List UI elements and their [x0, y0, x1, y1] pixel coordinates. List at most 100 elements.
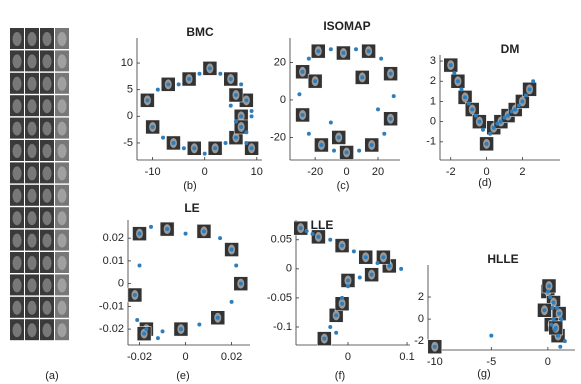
face-shape — [42, 211, 52, 226]
point — [463, 95, 468, 100]
point — [171, 140, 176, 145]
point — [223, 140, 228, 145]
face-shape — [57, 166, 67, 181]
panel-label: (e) — [176, 370, 189, 382]
face-shape — [12, 256, 22, 270]
panel-label: (a) — [45, 370, 58, 382]
point — [360, 75, 365, 80]
point — [239, 124, 244, 129]
point — [351, 249, 356, 254]
point — [213, 146, 218, 151]
y-tick-label: 0 — [430, 116, 436, 128]
y-tick-label: 20 — [274, 56, 286, 68]
point — [228, 103, 233, 108]
x-tick-label: 0 — [484, 166, 490, 178]
point — [558, 344, 563, 349]
point — [142, 331, 147, 336]
face-shape — [42, 300, 52, 315]
point — [459, 87, 464, 92]
y-tick-label: -0.1 — [273, 321, 292, 333]
chart-title: HLLE — [487, 252, 518, 266]
face-shape — [12, 278, 22, 293]
point — [165, 227, 170, 232]
point — [399, 266, 404, 271]
point — [244, 130, 249, 135]
y-tick-label: 0 — [418, 313, 424, 325]
point — [341, 51, 346, 56]
panel-label: (f) — [335, 370, 345, 382]
point — [300, 69, 305, 74]
point — [340, 301, 345, 306]
x-tick-label: 0 — [182, 351, 188, 363]
point — [376, 107, 380, 112]
face-shape — [27, 54, 37, 69]
face-shape — [42, 278, 52, 293]
point — [506, 113, 511, 118]
x-tick-label: -20 — [307, 166, 323, 178]
chart-title: LE — [184, 201, 199, 215]
point — [197, 71, 202, 76]
point — [551, 317, 556, 322]
point — [557, 311, 562, 316]
point — [300, 112, 305, 117]
point — [344, 150, 349, 155]
x-tick-label: 0.1 — [399, 351, 414, 363]
y-tick-label: -20 — [270, 131, 286, 143]
face-shape — [57, 99, 67, 114]
point — [470, 107, 475, 112]
point — [523, 93, 528, 98]
y-tick-label: -0.01 — [99, 300, 124, 312]
face-shape — [57, 144, 67, 158]
face-shape — [42, 54, 52, 69]
face-shape — [12, 76, 22, 91]
point — [244, 98, 249, 103]
chart-title: DM — [501, 42, 520, 56]
point — [313, 79, 318, 84]
point — [340, 295, 345, 300]
point — [354, 47, 358, 52]
point — [155, 336, 160, 341]
face-shape — [27, 166, 37, 181]
point — [336, 135, 341, 140]
point — [548, 295, 553, 300]
x-tick-label: -2 — [446, 166, 456, 178]
point — [369, 142, 374, 147]
y-tick-label: -5 — [123, 137, 133, 149]
face-shape — [57, 32, 67, 46]
point — [357, 275, 362, 280]
point — [161, 135, 166, 140]
y-tick-label: 0 — [280, 94, 286, 106]
face-shape — [42, 32, 52, 46]
point — [484, 141, 489, 146]
face-shape — [42, 166, 52, 181]
face-shape — [57, 323, 67, 338]
point — [304, 229, 309, 234]
face-shape — [27, 121, 37, 136]
point — [297, 92, 302, 97]
y-tick-label: 2 — [430, 75, 436, 87]
point — [381, 255, 386, 260]
face-shape — [27, 32, 37, 46]
x-tick-label: 0 — [202, 166, 208, 178]
point — [249, 114, 254, 119]
point — [452, 71, 457, 76]
y-tick-label: -1 — [426, 136, 436, 148]
point — [382, 131, 387, 136]
point — [233, 93, 238, 98]
point — [176, 82, 181, 87]
face-shape — [42, 233, 52, 248]
point — [306, 56, 311, 61]
face-shape — [27, 188, 37, 203]
point — [149, 224, 154, 229]
point — [316, 49, 321, 54]
face-shape — [42, 144, 52, 158]
point — [215, 315, 220, 320]
point — [509, 109, 514, 114]
point — [554, 306, 559, 311]
panel-label: (d) — [478, 177, 491, 189]
point — [228, 77, 233, 82]
face-shape — [27, 211, 37, 226]
point — [328, 324, 333, 329]
x-tick-label: 0 — [345, 351, 351, 363]
point — [553, 325, 558, 330]
